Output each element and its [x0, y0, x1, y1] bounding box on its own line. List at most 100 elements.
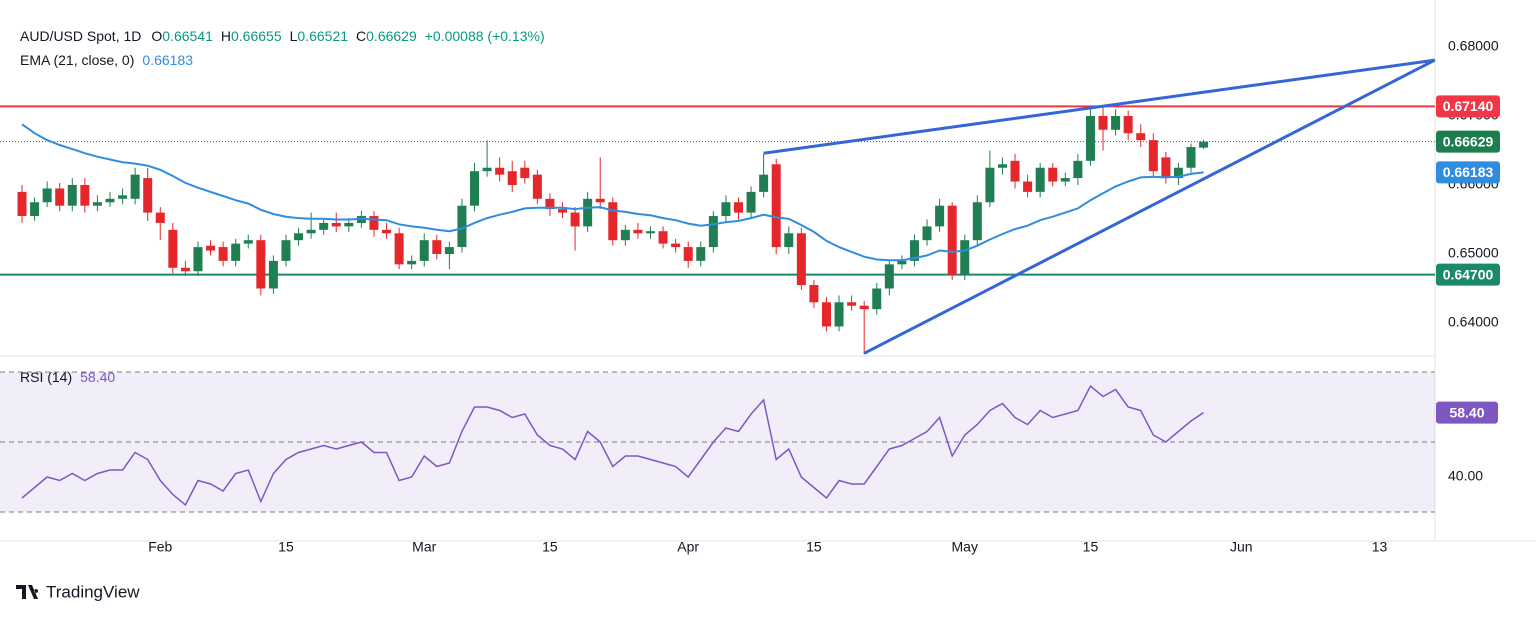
x-tick-label: 13	[1372, 539, 1388, 555]
x-tick-label: Feb	[148, 539, 172, 555]
candle-body	[708, 216, 718, 248]
candle-body	[180, 267, 190, 272]
x-tick-label: Jun	[1230, 539, 1253, 555]
candle-body	[545, 198, 555, 210]
candle-body	[633, 229, 643, 234]
candle-body	[218, 247, 228, 261]
candle-body	[168, 229, 178, 268]
candle-body	[821, 302, 831, 327]
candle-body	[457, 205, 467, 248]
candle-body	[1199, 141, 1209, 148]
candle-body	[268, 260, 278, 289]
candle-body	[256, 240, 266, 289]
y-tick-label: 0.65000	[1448, 245, 1499, 261]
symbol: AUD/USD Spot, 1D	[20, 28, 141, 44]
x-tick-label: 15	[806, 539, 822, 555]
y-tick-label: 0.64000	[1448, 314, 1499, 330]
candle-body	[419, 240, 429, 261]
ema-tag-bg	[1436, 161, 1500, 184]
candle-body	[432, 240, 442, 254]
x-tick-label: May	[952, 539, 978, 555]
candle-body	[470, 171, 480, 206]
candle-body	[759, 174, 769, 192]
candle-body	[482, 167, 492, 172]
candle-body	[960, 240, 970, 275]
candle-body	[130, 174, 140, 199]
y-tick-label: 0.68000	[1448, 38, 1499, 54]
candle-body	[520, 167, 530, 179]
brand-name: TradingView	[46, 582, 140, 601]
candle-body	[696, 247, 706, 261]
candle-body	[1111, 115, 1121, 130]
candle-body	[595, 198, 605, 203]
ohlc-key: O	[151, 28, 162, 44]
candle-body	[331, 222, 341, 227]
candle-body	[17, 191, 27, 217]
logo-icon	[16, 585, 39, 599]
candle-body	[407, 260, 417, 265]
candle-body	[281, 240, 291, 261]
ohlc-value: 0.66521	[297, 28, 348, 44]
ema-name: EMA (21, close, 0)	[20, 52, 134, 68]
candle-body	[1161, 157, 1171, 179]
candle-body	[143, 178, 153, 213]
x-tick-label: 15	[278, 539, 294, 555]
candle-body	[809, 285, 819, 303]
candle-body	[30, 202, 40, 217]
candle-body	[1048, 167, 1058, 182]
x-tick-label: Mar	[412, 539, 436, 555]
candle-body	[319, 222, 329, 230]
candle-body	[935, 205, 945, 227]
candle-body	[721, 202, 731, 217]
candle-body	[42, 188, 52, 203]
last-price-tag-bg	[1436, 130, 1500, 153]
x-tick-label: Apr	[677, 539, 699, 555]
candle-body	[55, 188, 65, 206]
candle-body	[294, 233, 304, 241]
candle-body	[608, 202, 618, 241]
rsi-name: RSI (14)	[20, 369, 72, 385]
candle-body	[155, 212, 165, 223]
candle-body	[1073, 160, 1083, 179]
candle-body	[1136, 133, 1146, 141]
candle-body	[671, 243, 681, 248]
candle-body	[444, 247, 454, 254]
rsi-band	[0, 372, 1435, 512]
candle-body	[495, 167, 505, 175]
candle-body	[620, 229, 630, 241]
ohlc-value: 0.66541	[162, 28, 213, 44]
candle-body	[1060, 178, 1070, 182]
candle-body	[1098, 115, 1108, 130]
ema-line	[21, 123, 1204, 262]
rsi-value: 58.40	[80, 369, 115, 385]
candle-body	[306, 229, 316, 234]
rsi-tag-bg	[1436, 401, 1498, 424]
candle-body	[884, 264, 894, 289]
candle-body	[897, 260, 907, 265]
candle-body	[859, 305, 869, 310]
brand-logo: TradingView	[16, 582, 140, 601]
candle-body	[532, 174, 542, 199]
candle-body	[733, 202, 743, 213]
candle-body	[105, 198, 115, 203]
candle-body	[231, 243, 241, 261]
candle-body	[344, 222, 354, 227]
rsi-tick-label: 40.00	[1448, 468, 1483, 484]
candle-body	[558, 209, 568, 213]
candle-body	[1148, 140, 1158, 172]
rsi-tag: 58.40	[1449, 404, 1484, 420]
ema-legend: EMA (21, close, 0) 0.66183	[20, 52, 193, 68]
candle-body	[847, 302, 857, 306]
candle-body	[1186, 147, 1196, 168]
ohlc-legend: AUD/USD Spot, 1D O0.66541 H0.66655 L0.66521…	[20, 28, 545, 44]
rsi-line	[21, 384, 1205, 507]
candle-body	[947, 205, 957, 275]
ohlc-key: H	[221, 28, 231, 44]
ema-value: 0.66183	[142, 52, 193, 68]
candle-body	[369, 216, 379, 230]
candle-body	[1123, 115, 1133, 134]
trendline	[863, 58, 1436, 355]
x-tick-label: 15	[1083, 539, 1099, 555]
